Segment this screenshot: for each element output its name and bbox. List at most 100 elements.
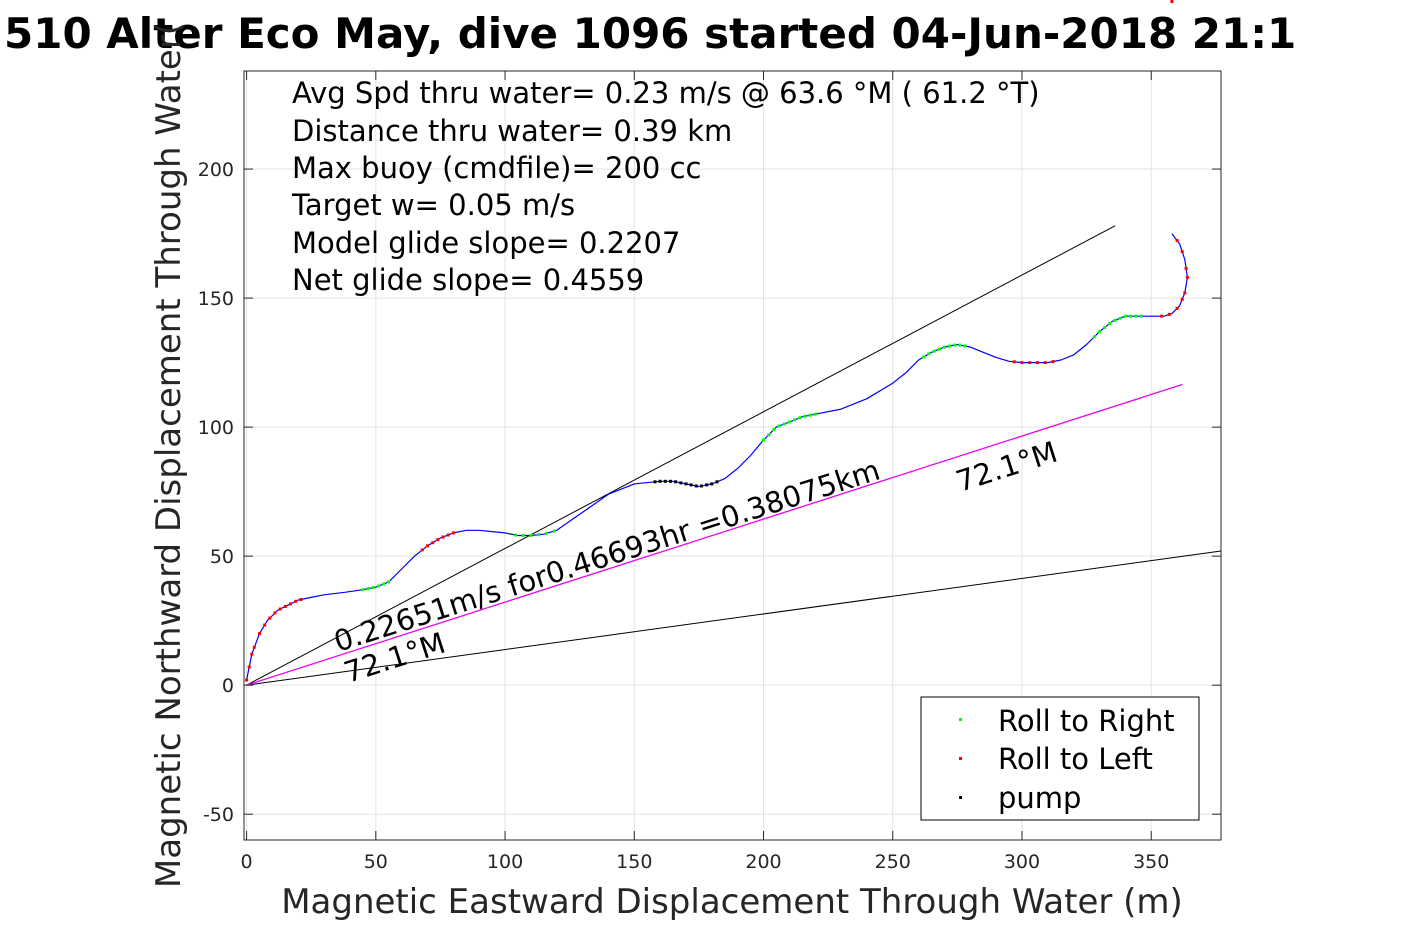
- x-tick-label: 50: [364, 851, 388, 873]
- point-roll-right: [767, 433, 771, 437]
- point-roll-right: [793, 418, 796, 422]
- point-roll-right: [366, 587, 370, 591]
- point-roll-right: [953, 343, 957, 347]
- point-roll-left: [451, 531, 455, 535]
- point-roll-right: [1118, 316, 1122, 320]
- point-roll-right: [813, 412, 817, 416]
- legend-label-roll-left: Roll to Left: [998, 742, 1153, 776]
- point-roll-right: [376, 584, 380, 588]
- stat-net-glide-slope: Net glide slope= 0.4559: [292, 263, 644, 297]
- point-roll-right: [371, 586, 375, 590]
- point-pump: [715, 480, 719, 484]
- legend-label-pump: pump: [998, 781, 1081, 815]
- x-axis-label: Magnetic Eastward Displacement Through W…: [281, 882, 1183, 922]
- x-tick-label: 150: [616, 851, 652, 873]
- point-roll-right: [361, 588, 365, 592]
- y-tick-label: 100: [198, 417, 234, 439]
- point-pump: [663, 479, 667, 483]
- legend-marker-pump: [959, 796, 962, 799]
- point-roll-right: [513, 533, 517, 537]
- point-roll-right: [1139, 314, 1143, 318]
- point-pump: [653, 480, 657, 484]
- point-roll-left: [431, 541, 435, 545]
- point-roll-right: [1123, 314, 1127, 318]
- x-tick-label: 300: [1004, 851, 1040, 873]
- point-roll-right: [1098, 330, 1101, 334]
- point-roll-right: [1134, 314, 1138, 318]
- reference-line-4: [246, 383, 1183, 686]
- point-roll-left: [273, 611, 277, 615]
- tick-layer: 0 50 100 150 200 250 300 350 -50 0 50 100 150 200: [198, 71, 1221, 873]
- point-roll-left: [1180, 250, 1184, 254]
- x-tick-label: 0: [241, 851, 253, 873]
- reference-lines: [246, 225, 1222, 686]
- point-roll-left: [1036, 361, 1039, 365]
- y-axis-label: Magnetic Northward Displacement Through …: [149, 22, 189, 888]
- point-roll-right: [942, 345, 946, 349]
- point-roll-left: [1043, 361, 1047, 365]
- point-roll-left: [1180, 297, 1184, 301]
- point-pump: [710, 482, 714, 486]
- point-roll-right: [922, 355, 926, 359]
- point-roll-left: [268, 616, 272, 620]
- legend-box: [920, 696, 1200, 821]
- point-roll-left: [1175, 239, 1179, 242]
- stat-target-w: Target w= 0.05 m/s: [291, 188, 575, 222]
- point-roll-left: [420, 548, 424, 552]
- y-tick-label: 50: [210, 546, 234, 568]
- point-roll-left: [441, 535, 445, 539]
- point-pump: [705, 483, 709, 487]
- plot-frame: [243, 70, 1222, 841]
- point-roll-left: [1170, 0, 1174, 3]
- point-roll-right: [537, 533, 541, 537]
- point-roll-right: [552, 529, 556, 533]
- reference-line-2: [246, 550, 1222, 686]
- stat-model-glide-slope: Model glide slope= 0.2207: [292, 226, 680, 260]
- point-roll-right: [762, 438, 765, 442]
- point-roll-left: [289, 602, 292, 606]
- x-tick-label: 350: [1133, 851, 1169, 873]
- point-pump: [669, 479, 672, 483]
- point-roll-left: [426, 544, 429, 548]
- point-roll-right: [808, 413, 812, 417]
- point-roll-left: [250, 652, 254, 656]
- point-pump: [700, 484, 703, 488]
- point-roll-left: [278, 607, 282, 611]
- point-roll-right: [963, 344, 967, 348]
- points-layer: [245, 0, 1189, 682]
- point-roll-left: [1175, 306, 1179, 310]
- point-roll-right: [787, 420, 791, 424]
- y-tick-label: 150: [198, 288, 234, 310]
- point-roll-left: [245, 678, 249, 682]
- stat-max-buoy: Max buoy (cmdfile)= 200 cc: [292, 151, 701, 185]
- legend: Roll to Right Roll to Left pump: [920, 696, 1200, 821]
- point-pump: [679, 481, 683, 485]
- point-roll-right: [937, 347, 941, 351]
- y-tick-label: 0: [222, 675, 234, 697]
- point-roll-left: [1028, 361, 1032, 365]
- point-roll-left: [1160, 314, 1164, 318]
- point-pump: [674, 480, 678, 484]
- point-roll-left: [1183, 291, 1187, 295]
- point-roll-right: [798, 416, 802, 420]
- point-roll-right: [803, 414, 807, 418]
- point-roll-left: [252, 645, 256, 649]
- legend-marker-roll-right: [959, 718, 962, 721]
- point-roll-left: [1185, 275, 1189, 279]
- x-tick-label: 200: [745, 851, 781, 873]
- point-roll-left: [299, 598, 303, 601]
- point-roll-right: [529, 534, 533, 537]
- point-roll-left: [294, 599, 298, 603]
- point-roll-right: [1103, 326, 1107, 329]
- stat-distance: Distance thru water= 0.39 km: [292, 114, 732, 148]
- point-roll-left: [283, 605, 287, 608]
- point-roll-left: [1012, 360, 1016, 364]
- point-roll-right: [1113, 318, 1117, 322]
- point-roll-right: [958, 343, 962, 347]
- legend-label-roll-right: Roll to Right: [998, 704, 1175, 738]
- point-roll-right: [782, 422, 786, 426]
- point-roll-left: [1167, 312, 1171, 316]
- reference-line-1: [246, 225, 1116, 686]
- point-roll-left: [446, 533, 450, 537]
